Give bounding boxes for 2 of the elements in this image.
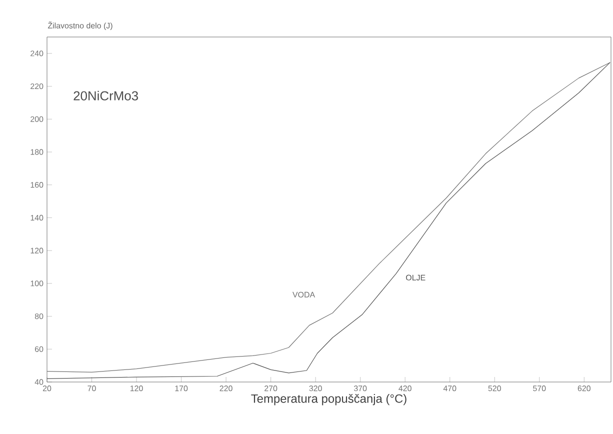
annotation: 20NiCrMo3 (74, 90, 138, 100)
x-axis-title: Temperatura popuščanja (°C) (251, 394, 406, 406)
